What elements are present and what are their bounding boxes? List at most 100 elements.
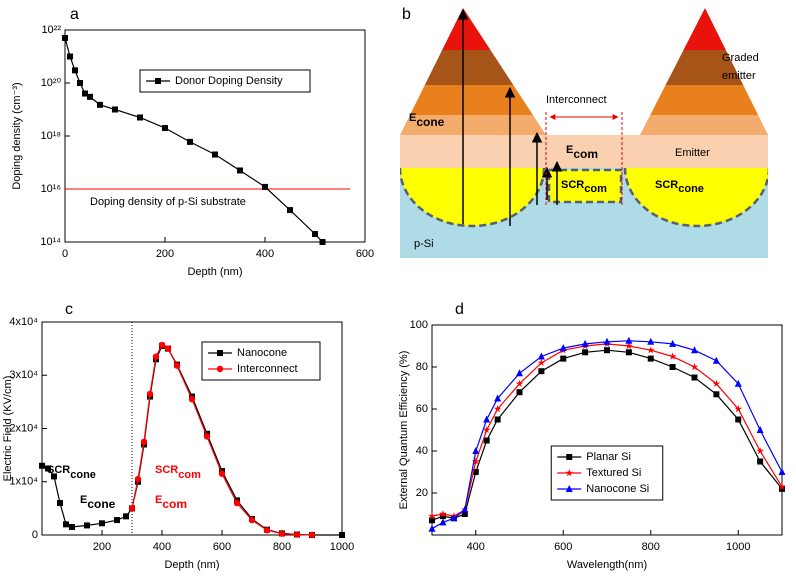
data-point: [263, 527, 271, 534]
graded-label: Graded: [722, 52, 759, 64]
annotation-sub: cone: [87, 497, 115, 511]
series-line: [431, 349, 783, 521]
data-point: [114, 517, 120, 524]
y-tick-label: 60: [416, 403, 428, 415]
x-tick-label: 600: [356, 248, 374, 260]
data-point: [471, 457, 480, 465]
x-tick-label: 200: [156, 248, 174, 260]
data-point: [112, 106, 118, 113]
data-point: [537, 352, 545, 360]
data-point: [779, 485, 785, 492]
data-point: [319, 239, 326, 245]
y-tick-label: 80: [416, 361, 428, 373]
data-point: [668, 352, 677, 360]
data-point: [482, 426, 491, 434]
series-line: [431, 340, 783, 530]
legend-label: Interconnect: [237, 363, 298, 375]
chart-panel: d 400 600 800 1000 20 40 60 80 100 Wavelength(nm) E…: [398, 301, 786, 571]
diagram: b Graded emitter Interconnect Emitter Ec…: [400, 6, 768, 258]
data-point: [604, 347, 610, 354]
y-tick-label: 10¹⁸: [40, 130, 61, 142]
legend-box: [201, 341, 321, 381]
data-point: [778, 482, 786, 490]
data-point: [428, 512, 436, 520]
data-point: [516, 369, 523, 377]
data-point: [134, 475, 142, 483]
data-point: [82, 90, 88, 97]
legend-label: Planar Si: [586, 451, 631, 463]
data-point: [461, 511, 468, 517]
x-tick-label: 1000: [726, 541, 750, 553]
data-point: [691, 346, 698, 354]
data-point: [625, 336, 633, 344]
y-tick-label: 100: [410, 319, 428, 331]
data-point: [128, 505, 136, 512]
data-point: [756, 426, 764, 433]
x-tick-label: 1000: [330, 541, 354, 553]
legend-marker: [566, 454, 573, 460]
y-axis-label: External Quantum Efficiency (%): [398, 351, 410, 510]
data-point: [140, 438, 148, 446]
annotation-sub: com: [162, 497, 187, 511]
annotation: SCRcone: [47, 464, 96, 481]
data-point: [516, 389, 523, 396]
y-tick-label: 10¹⁴: [40, 236, 61, 248]
chart-panel: a 0 200 400 600 10¹⁴ 10¹⁶ 10¹⁸ 10²⁰ 10²² Depth (nm…: [11, 6, 374, 278]
legend: Nanocone Interconnect: [201, 341, 321, 381]
data-point: [450, 514, 458, 522]
data-point: [212, 151, 218, 158]
data-point: [647, 355, 654, 362]
reference-label: Doping density of p-Si substrate: [90, 196, 246, 208]
panel-label: b: [402, 6, 411, 23]
annotation: Ecom: [155, 494, 187, 511]
y-tick-label: 10²²: [41, 24, 61, 36]
data-point: [756, 447, 764, 455]
y-tick-label: 40: [416, 445, 428, 457]
annotation: SCRcom: [155, 464, 201, 481]
annotation-sub: com: [178, 469, 201, 481]
data-point: [691, 374, 698, 381]
scr-cone-left: [400, 168, 546, 228]
data-point: [472, 447, 480, 454]
scr-cone-right: [623, 168, 768, 228]
data-point: [439, 518, 447, 526]
data-point: [77, 80, 83, 86]
data-point: [39, 462, 45, 469]
data-point: [293, 531, 301, 538]
y-tick-label: 0: [32, 529, 38, 541]
data-point: [63, 521, 69, 528]
x-axis-label: Depth (nm): [164, 559, 219, 571]
data-point: [778, 468, 786, 475]
data-point: [146, 390, 154, 398]
data-point: [173, 362, 181, 369]
data-point: [483, 437, 490, 444]
scr-com: [547, 168, 623, 204]
data-point: [152, 353, 160, 360]
data-point: [560, 355, 567, 362]
legend-marker: [565, 469, 574, 477]
legend-label: Nanocone: [237, 347, 287, 359]
data-point: [581, 339, 589, 347]
y-tick-label: 10¹⁶: [41, 183, 61, 195]
x-tick-label: 400: [153, 541, 171, 553]
scr-com-label: SCRcom: [561, 179, 607, 195]
data-point: [712, 379, 721, 387]
x-axis-label: Wavelength(nm): [567, 559, 647, 571]
e-com-label: Ecom: [566, 144, 598, 161]
data-point: [757, 458, 764, 465]
legend-marker: [565, 485, 573, 492]
x-tick-label: 800: [273, 541, 291, 553]
y-axis-label: Doping density (cm⁻³): [11, 82, 23, 189]
legend: Planar Si Textured Si Nanocone Si: [550, 445, 664, 501]
data-point: [603, 337, 611, 345]
field-arrows: [457, 8, 563, 226]
y-tick-label: 20: [416, 487, 428, 499]
data-point: [312, 231, 318, 238]
y-tick-label: 1x10⁴: [9, 476, 38, 488]
data-point: [734, 379, 742, 387]
data-point: [515, 379, 524, 387]
data-point: [237, 167, 243, 174]
annotation-text: E: [80, 494, 87, 506]
plot-frame: [431, 324, 783, 536]
